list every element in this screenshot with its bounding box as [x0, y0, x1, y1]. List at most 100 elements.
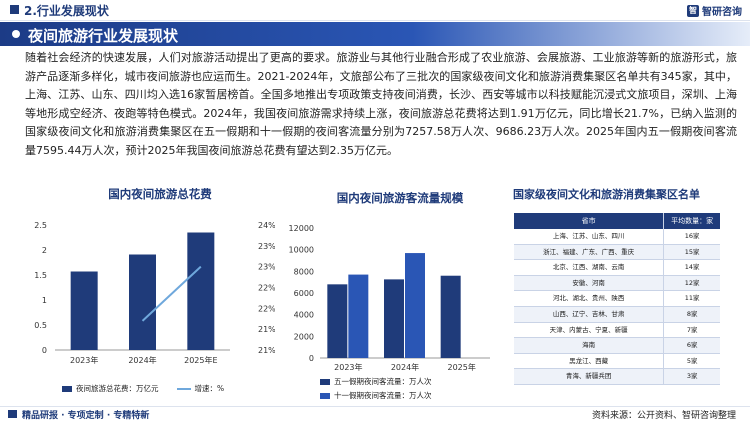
title-banner: 夜间旅游行业发展现状: [0, 22, 750, 46]
table-header-count: 平均数量：家: [671, 217, 714, 225]
chart1-legend-bar-swatch: [62, 385, 72, 392]
table-row: 上海、江苏、山东、四川 16家: [514, 229, 720, 245]
table-cell-province: 青海、新疆兵团: [514, 369, 665, 384]
chart2-legend-1: 五一假期夜间客流量：万人次: [320, 376, 432, 387]
table-cell-province: 河北、湖北、贵州、陕西: [514, 291, 665, 306]
table-cell-province: 浙江、福建、广东、广西、重庆: [514, 244, 665, 260]
chart2-y-tick: 2000: [294, 332, 314, 341]
chart2-y-tick: 12000: [289, 224, 314, 233]
chart2-x-tick: 2023年: [334, 362, 362, 372]
brand-name: 智研咨询: [702, 7, 742, 18]
chart2-bar: [348, 274, 369, 358]
table-row: 浙江、福建、广东、广西、重庆 15家: [514, 244, 720, 261]
brand: 智 智研咨询: [687, 3, 742, 18]
chart2-bar: [384, 279, 404, 358]
table-cell-province: 天津、内蒙古、宁夏、新疆: [514, 322, 665, 338]
chart2-y-tick: 10000: [289, 246, 314, 255]
table-cell-province: 北京、江西、湖南、云南: [514, 260, 665, 275]
chart2-legend-label-2: 十一假期夜间客流量：万人次: [334, 391, 432, 400]
chart2-legend-2: 十一假期夜间客流量：万人次: [320, 390, 432, 401]
brand-logo-icon: 智: [687, 4, 699, 17]
chart2-y-tick: 0: [309, 354, 314, 363]
chart1-bar: [70, 271, 98, 350]
table-cell-count: 15家: [684, 247, 700, 256]
table-title: 国家级夜间文化和旅游消费集聚区名单: [513, 188, 700, 201]
chart1-y-tick: 1: [42, 296, 47, 305]
table-row: 黑龙江、西藏 5家: [514, 353, 720, 370]
table-row: 海南 6家: [514, 338, 720, 354]
chart2-bar: [405, 253, 425, 358]
table-header-row: 省市 平均数量：家: [514, 213, 720, 229]
table-cell-count: 8家: [686, 309, 698, 318]
footer-slogan: 精品研报 · 专项定制 · 专精特新: [22, 411, 150, 421]
chart1-bar: [187, 232, 215, 350]
chart2-x-tick: 2024年: [391, 362, 419, 372]
table-row: 安徽、河南 12家: [514, 275, 720, 292]
chart1-y2-tick: 22%: [258, 304, 275, 313]
chart1-y-tick: 0: [42, 346, 47, 355]
table-cell-province: 海南: [514, 338, 665, 353]
chart1-legend: 夜间旅游总花费：万亿元 增速：%: [62, 383, 224, 394]
chart2-y-tick: 6000: [294, 289, 314, 298]
chart1-title: 国内夜间旅游总花费: [108, 187, 212, 201]
table-body: 上海、江苏、山东、四川 16家浙江、福建、广东、广西、重庆 15家北京、江西、湖南、…: [514, 229, 720, 385]
intro-paragraph: 随着社会经济的快速发展，人们对旅游活动提出了更高的要求。旅游业与其他行业融合形成…: [25, 51, 737, 157]
chart1-y-tick: 1.5: [34, 271, 47, 280]
chart2-y-tick: 8000: [294, 267, 314, 276]
clusters-table: 省市 平均数量：家 上海、江苏、山东、四川 16家浙江、福建、广东、广西、重庆 15…: [514, 213, 720, 385]
chart1-y2-tick: 22%: [258, 284, 275, 293]
table-row: 天津、内蒙古、宁夏、新疆 7家: [514, 322, 720, 339]
table-cell-count: 16家: [684, 232, 700, 240]
chart1-x-tick: 2024年: [128, 355, 156, 365]
chart1-y-tick: 0.5: [34, 321, 47, 330]
table-header-province: 省市: [514, 213, 665, 229]
chart1-legend-line-label: 增速：%: [194, 384, 225, 393]
table-cell-count: 14家: [684, 263, 700, 272]
chart2-title: 国内夜间旅游客流量规模: [336, 191, 464, 205]
chart2-legend-swatch-1: [320, 378, 330, 385]
chart1-growth-line: [141, 265, 202, 322]
chart1-legend-line-swatch: [176, 387, 191, 390]
table-cell-count: 11家: [684, 294, 700, 303]
top-bar: 2.行业发展现状 智 智研咨询: [0, 0, 750, 21]
table-row: 青海、新疆兵团 3家: [514, 369, 720, 385]
chart1-y2-tick: 21%: [258, 325, 275, 334]
section-title: 2.行业发展现状: [24, 4, 109, 18]
table-cell-province: 安徽、河南: [514, 275, 665, 291]
table-cell-count: 3家: [686, 372, 698, 381]
chart1-y2-tick: 23%: [258, 263, 275, 272]
chart1-legend-bar-label: 夜间旅游总花费：万亿元: [76, 384, 159, 393]
table-cell-count: 12家: [684, 278, 700, 287]
chart1-y-tick: 2: [42, 246, 47, 255]
chart2-legend-swatch-2: [320, 392, 330, 399]
table-row: 河北、湖北、贵州、陕西 11家: [514, 291, 720, 307]
table-row: 山西、辽宁、吉林、甘肃 8家: [514, 306, 720, 323]
chart2-bar: [327, 284, 348, 358]
table-cell-count: 6家: [686, 341, 698, 350]
chart1-y2-tick: 23%: [258, 242, 275, 251]
chart1-x-tick: 2023年: [70, 355, 98, 365]
table-cell-province: 黑龙江、西藏: [514, 353, 665, 369]
table-cell-province: 上海、江苏、山东、四川: [514, 229, 665, 244]
chart1-y-tick: 2.5: [34, 221, 47, 230]
table-cell-province: 山西、辽宁、吉林、甘肃: [514, 306, 665, 322]
chart1-svg: 0 0.5 1 1.5 2 2.5 21% 21% 22% 22% 23% 23% 24% 2023年 20…: [34, 221, 275, 365]
chart2-bar: [440, 275, 461, 358]
table-row: 北京、江西、湖南、云南 14家: [514, 260, 720, 276]
section-square-icon: [10, 5, 19, 14]
chart2-legend-label-1: 五一假期夜间客流量：万人次: [334, 377, 432, 386]
page-title: 夜间旅游行业发展现状: [28, 27, 179, 45]
footer: 精品研报 · 专项定制 · 专精特新 资料来源：公开资料、智研咨询整理: [0, 406, 750, 421]
footer-source: 资料来源：公开资料、智研咨询整理: [591, 411, 736, 421]
table-cell-count: 7家: [686, 325, 698, 334]
chart2-svg: 0 2000 4000 6000 8000 10000 12000 2023年 2024年 202…: [289, 224, 490, 372]
footer-book-icon: [8, 410, 17, 418]
chart2-x-tick: 2025年: [447, 362, 475, 372]
chart2-y-tick: 4000: [294, 311, 314, 320]
table-cell-count: 5家: [686, 356, 698, 365]
banner-dot-icon: [12, 30, 20, 38]
chart1-y2-tick: 24%: [258, 221, 275, 230]
chart1-bar: [129, 254, 156, 350]
chart1-x-tick: 2025年E: [184, 355, 217, 365]
chart1-y2-tick: 21%: [258, 346, 275, 355]
